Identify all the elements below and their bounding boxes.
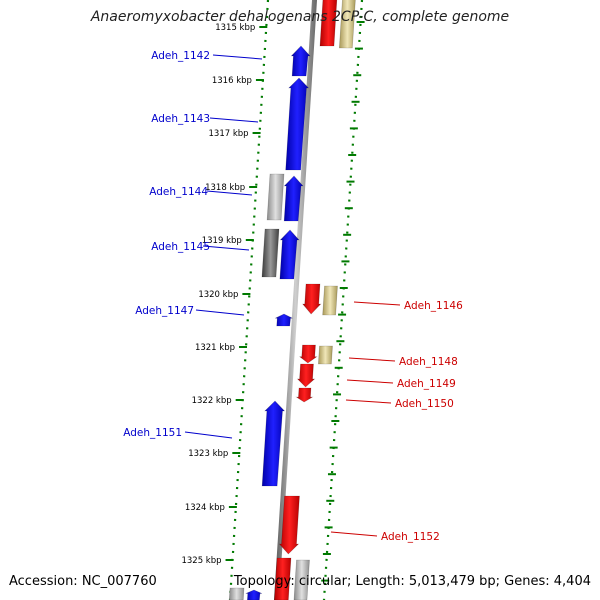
accession-text: Accession: NC_007760 xyxy=(9,574,157,589)
reverse-gene-feature xyxy=(278,495,300,555)
genome-summary-text: Topology: circular; Length: 5,013,479 bp… xyxy=(233,574,591,589)
reverse-gene-feature xyxy=(298,344,318,364)
kbp-label: 1316 kbp xyxy=(212,76,252,86)
gene-label-right: Adeh_1149 xyxy=(397,378,456,390)
callout-line-left xyxy=(184,431,233,439)
forward-gene-feature xyxy=(290,45,311,77)
kbp-label: 1323 kbp xyxy=(188,449,228,459)
kbp-label: 1320 kbp xyxy=(198,290,238,300)
reverse-gene-feature xyxy=(295,387,314,403)
dark-gray-feature xyxy=(261,228,280,278)
reverse-gene-feature xyxy=(319,0,338,47)
map-title: Anaeromyxobacter dehalogenans 2CP-C, com… xyxy=(90,9,510,25)
gene-label-left: Adeh_1145 xyxy=(151,241,210,253)
kbp-label: 1324 kbp xyxy=(185,503,225,513)
forward-gene-feature xyxy=(245,589,263,600)
gene-label-left: Adeh_1143 xyxy=(151,113,210,125)
callout-line-left xyxy=(209,117,259,123)
callout-line-left xyxy=(206,190,253,196)
kbp-label: 1321 kbp xyxy=(195,343,235,353)
callout-line-right xyxy=(345,399,392,404)
callout-line-right xyxy=(348,357,396,362)
genome-backbone xyxy=(274,0,317,600)
gray-feature xyxy=(266,173,285,221)
gene-label-right: Adeh_1152 xyxy=(381,531,440,543)
reverse-gene-feature xyxy=(296,363,316,388)
gene-label-left: Adeh_1147 xyxy=(135,305,194,317)
forward-gene-feature xyxy=(285,77,310,171)
gray-feature xyxy=(228,587,245,600)
gene-label-right: Adeh_1150 xyxy=(395,398,454,410)
tan-feature xyxy=(322,285,338,316)
reverse-gene-feature xyxy=(302,283,322,315)
gene-features xyxy=(228,0,356,600)
left-boundary-dots xyxy=(228,0,270,600)
reverse-gene-feature xyxy=(274,557,292,600)
forward-gene-feature xyxy=(261,400,286,487)
kbp-label: 1325 kbp xyxy=(181,556,221,566)
kbp-label: 1318 kbp xyxy=(205,183,245,193)
gray-feature xyxy=(293,559,310,600)
callout-line-right xyxy=(346,379,394,384)
kbp-label: 1322 kbp xyxy=(192,396,232,406)
forward-gene-feature xyxy=(275,313,293,327)
callout-line-left xyxy=(195,309,245,316)
kbp-label: 1315 kbp xyxy=(215,23,255,33)
callout-line-right xyxy=(330,531,378,537)
forward-gene-feature xyxy=(283,175,304,222)
gene-label-left: Adeh_1144 xyxy=(149,186,208,198)
tick-marks xyxy=(321,21,365,582)
tan-feature xyxy=(339,0,356,49)
kbp-label: 1317 kbp xyxy=(209,129,249,139)
tan-feature xyxy=(318,345,333,365)
callout-line-left xyxy=(212,54,263,60)
gene-label-right: Adeh_1148 xyxy=(399,356,458,368)
forward-gene-feature xyxy=(279,229,300,280)
callout-line-right xyxy=(353,301,401,306)
gene-callouts: Adeh_1142 Adeh_1143 Adeh_1144 Adeh_1145 Adeh… xyxy=(123,50,463,543)
callout-line-left xyxy=(202,245,250,251)
gene-label-left: Adeh_1151 xyxy=(123,427,182,439)
gene-label-left: Adeh_1142 xyxy=(151,50,210,62)
gene-label-right: Adeh_1146 xyxy=(404,300,463,312)
kbp-label: 1319 kbp xyxy=(202,236,242,246)
kbp-axis-labels: 1315 kbp 1316 kbp 1317 kbp 1318 kbp 1319 kbp… xyxy=(181,23,268,566)
